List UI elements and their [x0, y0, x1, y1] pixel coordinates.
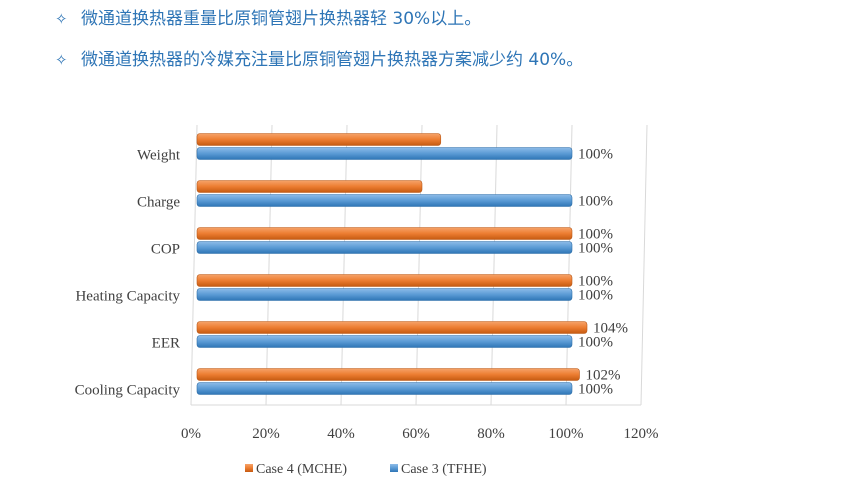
- x-tick-label: 60%: [402, 426, 430, 442]
- x-tick-label: 80%: [477, 426, 505, 442]
- data-label: 100%: [578, 194, 613, 210]
- category-label: Heating Capacity: [75, 289, 180, 305]
- data-label: 100%: [578, 227, 613, 243]
- x-tick-label: 100%: [549, 426, 584, 442]
- gridline: [265, 124, 273, 406]
- x-tick-label: 20%: [252, 426, 280, 442]
- category-label: EER: [152, 336, 180, 352]
- gridline: [190, 124, 198, 406]
- bar: [196, 335, 573, 348]
- data-label: 104%: [593, 321, 628, 337]
- bar: [196, 180, 423, 193]
- gridline: [415, 124, 423, 406]
- bullet-list: ✧ 微通道换热器重量比原铜管翅片换热器轻 30%以上。 ✧ 微通道换热器的冷媒充注量…: [55, 8, 583, 90]
- data-label: 100%: [578, 288, 613, 304]
- sparkle-icon: ✧: [55, 51, 68, 69]
- x-tick-label: 0%: [181, 426, 201, 442]
- data-label: 100%: [578, 147, 613, 163]
- gridline: [640, 124, 648, 406]
- data-label: 100%: [578, 335, 613, 351]
- data-label: 102%: [586, 368, 621, 384]
- legend-swatch: [390, 464, 398, 472]
- bar: [196, 382, 573, 395]
- bar: [196, 274, 573, 287]
- bar: [196, 288, 573, 301]
- bar: [196, 241, 573, 254]
- category-label: Cooling Capacity: [75, 383, 181, 399]
- legend: Case 4 (MCHE) Case 3 (TFHE): [245, 462, 487, 477]
- bullet-weight: ✧ 微通道换热器重量比原铜管翅片换热器轻 30%以上。: [55, 8, 583, 30]
- data-label: 100%: [578, 274, 613, 290]
- bar: [196, 321, 588, 334]
- gridline: [490, 124, 498, 406]
- gridline: [565, 124, 573, 406]
- category-label: COP: [151, 242, 180, 258]
- grid: [190, 124, 648, 406]
- bar: [196, 133, 442, 146]
- bullet-charge: ✧ 微通道换热器的冷媒充注量比原铜管翅片换热器方案减少约 40%。: [55, 49, 583, 71]
- sparkle-icon: ✧: [55, 10, 68, 28]
- x-tick-label: 120%: [624, 426, 659, 442]
- category-label: Weight: [137, 148, 181, 164]
- x-tick-label: 40%: [327, 426, 355, 442]
- bar: [196, 194, 573, 207]
- bar: [196, 147, 573, 160]
- gridline: [340, 124, 348, 406]
- bars: [196, 133, 588, 395]
- bullet-text: 微通道换热器重量比原铜管翅片换热器轻 30%以上。: [81, 9, 482, 29]
- bar: [196, 368, 580, 381]
- data-label: 100%: [578, 241, 613, 257]
- data-label: 100%: [578, 382, 613, 398]
- category-label: Charge: [137, 195, 180, 211]
- legend-label: Case 4 (MCHE): [256, 462, 347, 477]
- bullet-text: 微通道换热器的冷媒充注量比原铜管翅片换热器方案减少约 40%。: [81, 50, 584, 70]
- labels: 0% 20% 40% 60% 80% 100% 120% Weight 100% Charge 10…: [75, 147, 659, 443]
- legend-label: Case 3 (TFHE): [401, 462, 487, 477]
- bar: [196, 227, 573, 240]
- legend-swatch: [245, 464, 253, 472]
